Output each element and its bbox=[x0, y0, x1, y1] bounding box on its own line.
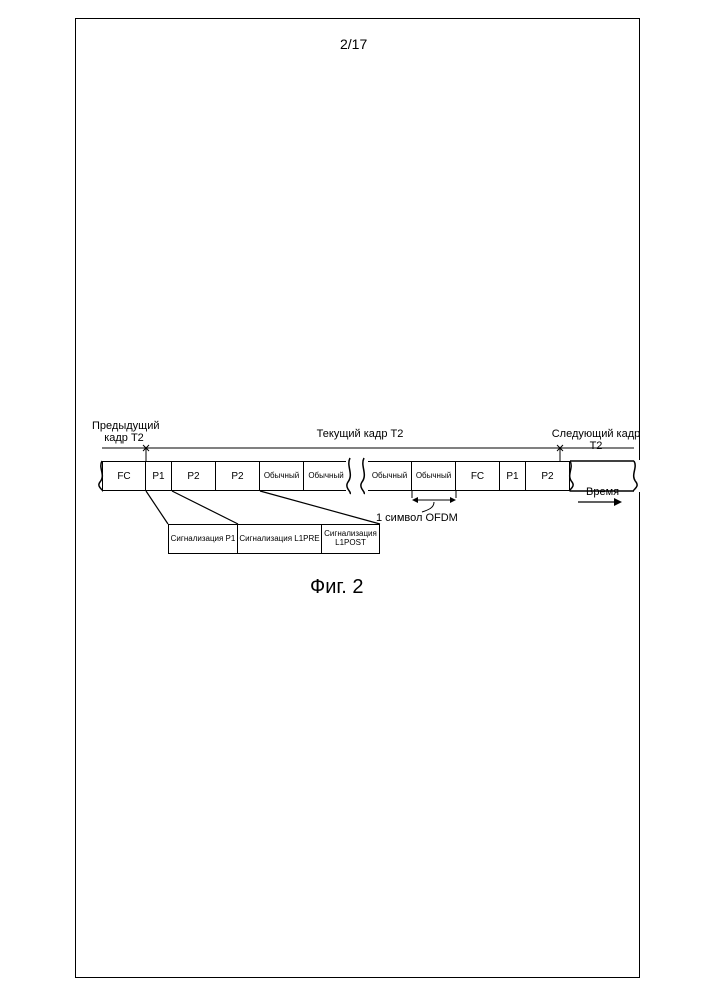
time-arrow bbox=[0, 0, 714, 999]
time-label: Время bbox=[586, 486, 619, 498]
figure-caption: Фиг. 2 bbox=[310, 576, 363, 599]
